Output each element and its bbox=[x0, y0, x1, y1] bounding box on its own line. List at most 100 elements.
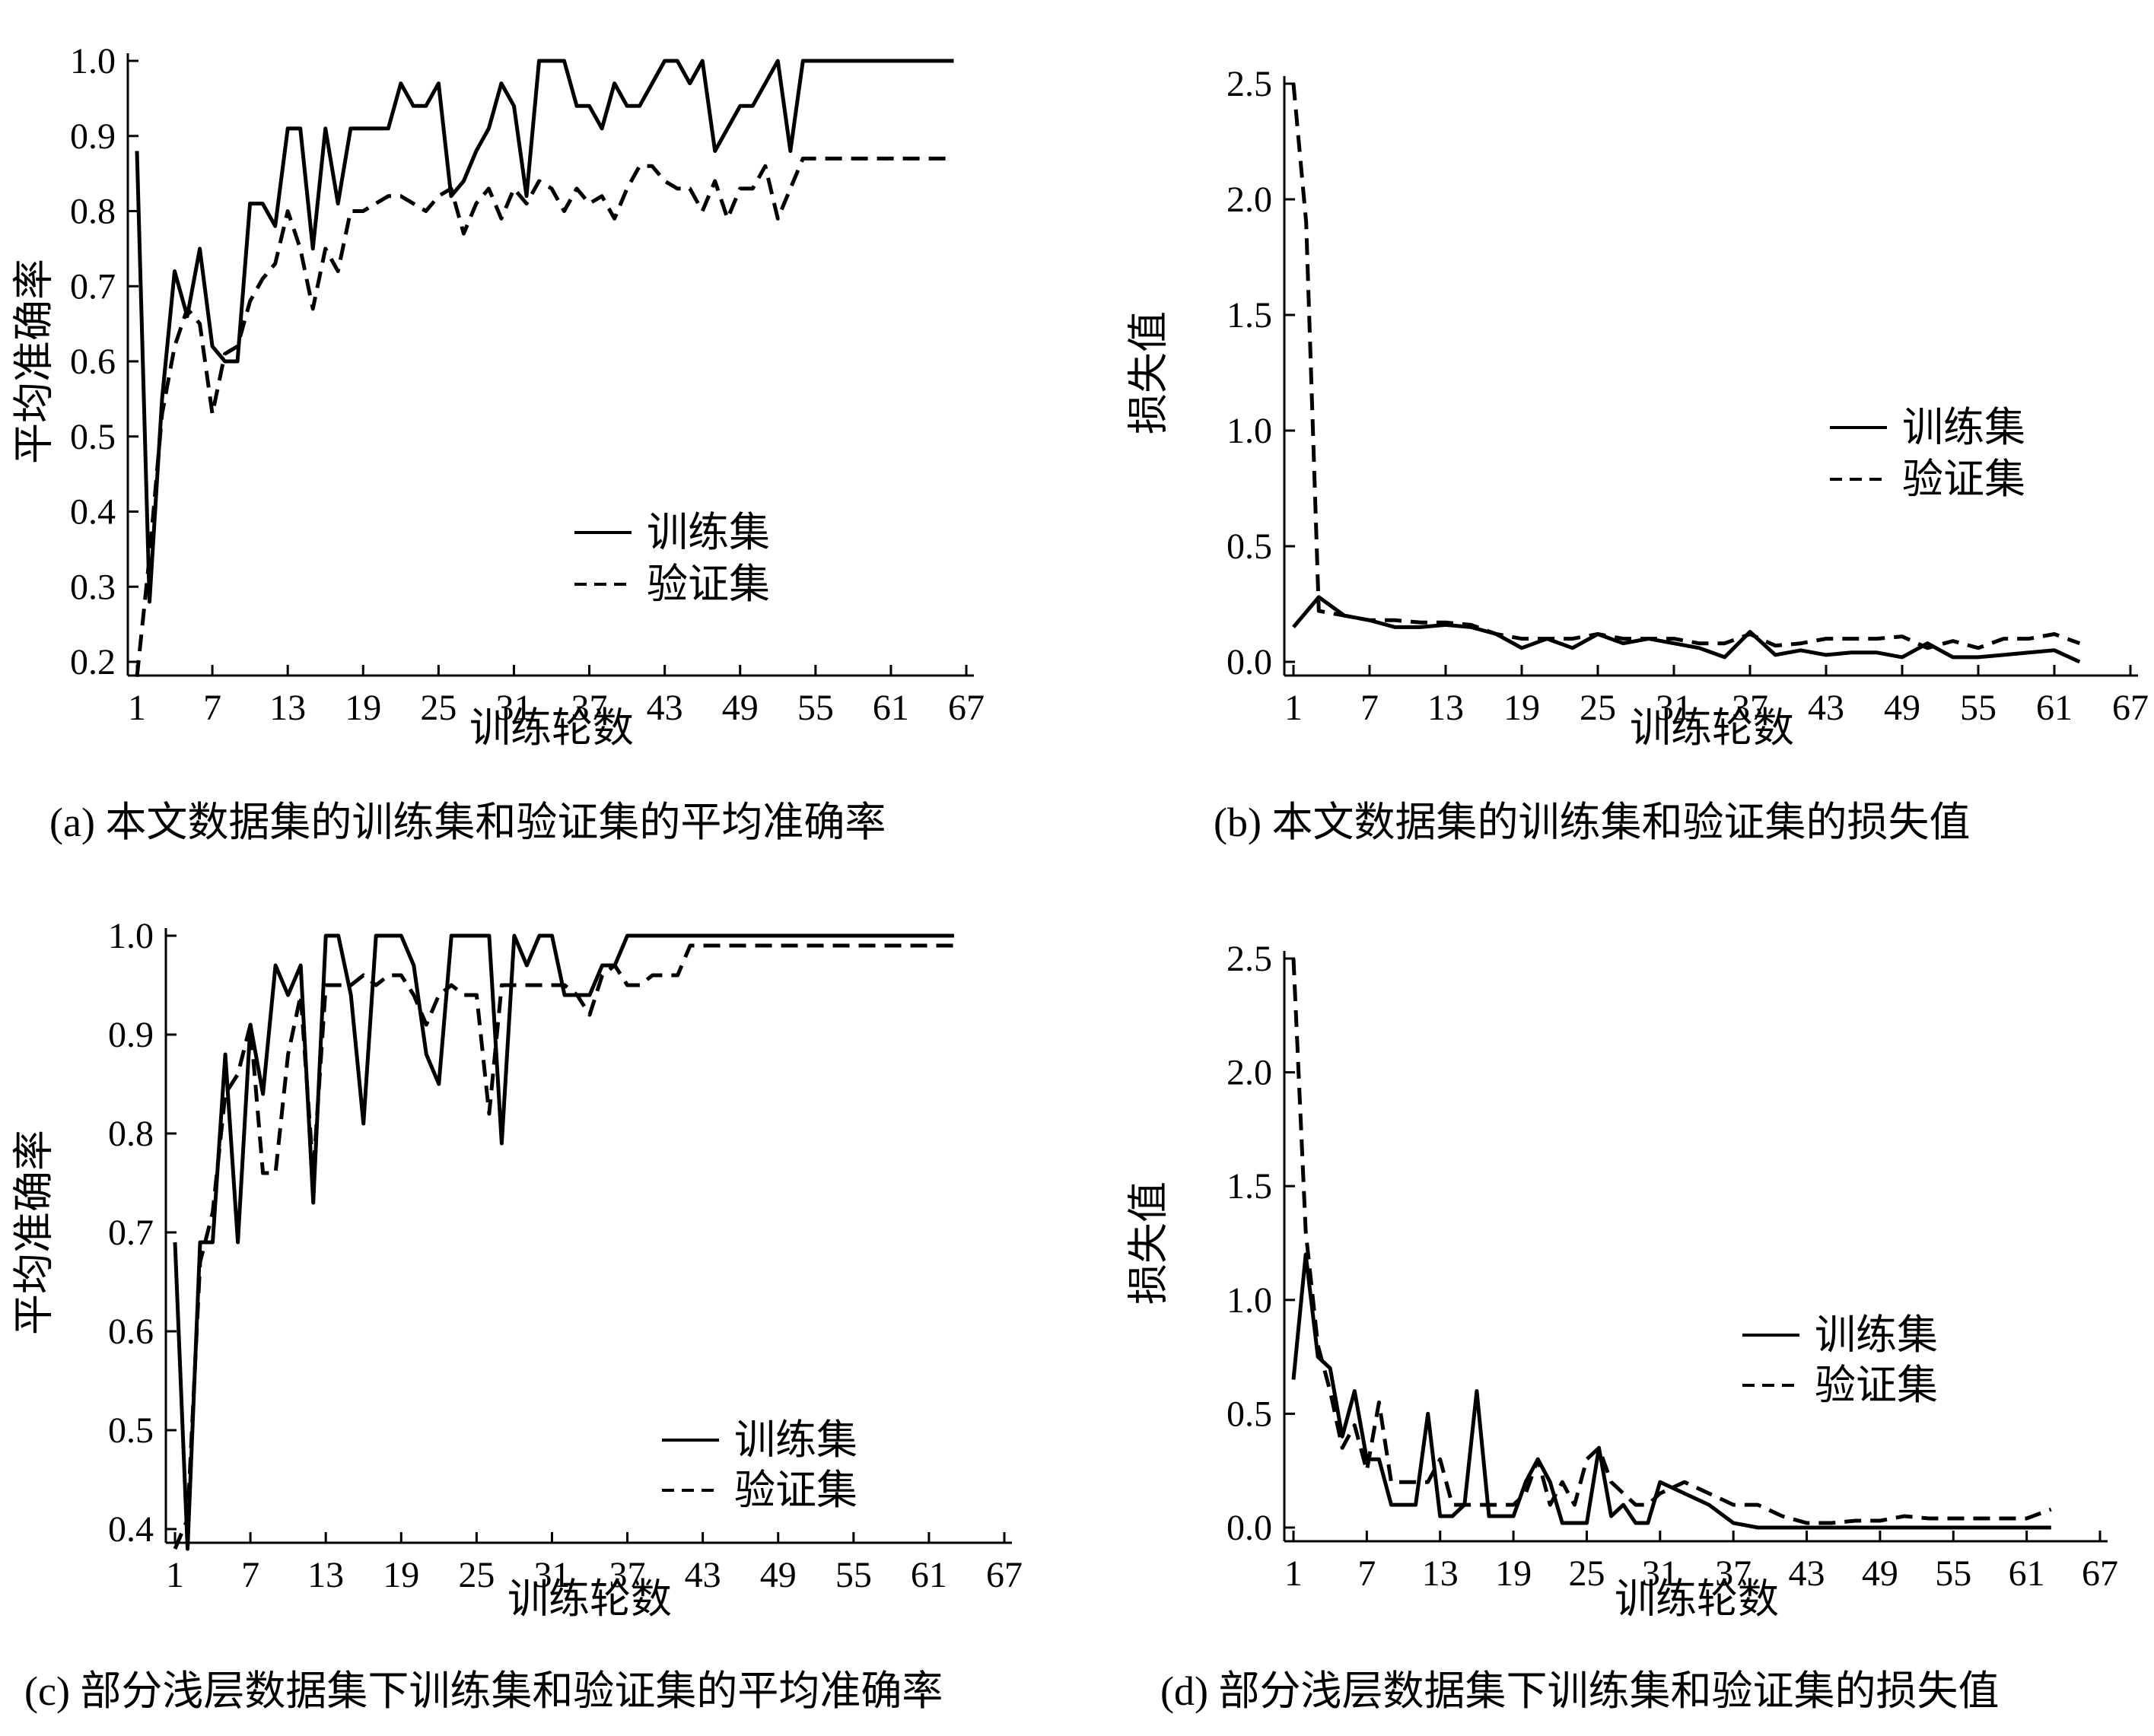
y-axis-label: 平均准确率 bbox=[11, 259, 56, 464]
series-line-val bbox=[1291, 83, 2081, 650]
series-line-train bbox=[173, 933, 954, 1551]
x-tick-label: 61 bbox=[873, 688, 909, 728]
x-tick-label: 25 bbox=[458, 1555, 495, 1595]
x-tick-label: 61 bbox=[2036, 688, 2073, 728]
series-line-train bbox=[1291, 1252, 2051, 1530]
x-tick-label: 43 bbox=[1789, 1553, 1825, 1594]
y-tick-label: 0.4 bbox=[108, 1509, 154, 1550]
x-tick-label: 7 bbox=[241, 1555, 259, 1595]
x-tick-label: 37 bbox=[571, 688, 608, 728]
x-tick-label: 31 bbox=[533, 1555, 570, 1595]
x-tick-label: 55 bbox=[1960, 688, 1997, 728]
y-tick-label: 2.0 bbox=[1227, 1053, 1272, 1093]
y-tick-label: 0.8 bbox=[70, 192, 116, 232]
x-tick-label: 61 bbox=[2009, 1553, 2045, 1594]
y-tick-label: 0.5 bbox=[1227, 1394, 1272, 1434]
x-tick-label: 19 bbox=[1503, 688, 1540, 728]
y-tick-label: 0.7 bbox=[108, 1213, 154, 1253]
y-tick-label: 0.8 bbox=[108, 1114, 154, 1154]
x-tick-label: 49 bbox=[722, 688, 759, 728]
caption-d: (d) 部分浅层数据集下训练集和验证集的损失值 bbox=[1160, 1668, 2000, 1714]
y-tick-label: 0.5 bbox=[108, 1410, 154, 1451]
x-tick-label: 25 bbox=[1580, 688, 1616, 728]
x-tick-label: 43 bbox=[1808, 688, 1844, 728]
x-tick-label: 31 bbox=[495, 688, 532, 728]
y-tick-label: 2.5 bbox=[1227, 64, 1272, 104]
legend-label: 验证集 bbox=[734, 1467, 857, 1513]
x-tick-label: 31 bbox=[1642, 1553, 1678, 1594]
y-tick-label: 1.5 bbox=[1227, 295, 1272, 335]
y-axis-label: 损失值 bbox=[1125, 311, 1171, 434]
caption-a: (a) 本文数据集的训练集和验证集的平均准确率 bbox=[49, 800, 886, 845]
x-tick-label: 7 bbox=[1357, 1553, 1376, 1594]
x-tick-label: 13 bbox=[269, 688, 306, 728]
x-tick-label: 19 bbox=[383, 1555, 419, 1595]
y-tick-label: 0.2 bbox=[70, 642, 116, 682]
x-tick-label: 67 bbox=[986, 1555, 1023, 1595]
y-tick-label: 1.0 bbox=[70, 41, 116, 81]
legend-label: 验证集 bbox=[647, 561, 770, 607]
series-line-val bbox=[173, 943, 954, 1550]
y-tick-label: 0.0 bbox=[1227, 1508, 1272, 1548]
x-tick-label: 67 bbox=[948, 688, 985, 728]
x-axis-label: 训练轮数 bbox=[1615, 1576, 1779, 1622]
x-tick-label: 19 bbox=[345, 688, 381, 728]
legend-label: 训练集 bbox=[647, 510, 770, 555]
y-tick-label: 0.4 bbox=[70, 492, 116, 533]
x-tick-label: 1 bbox=[1284, 1553, 1303, 1594]
caption-c: (c) 部分浅层数据集下训练集和验证集的平均准确率 bbox=[24, 1668, 943, 1714]
x-axis-label: 训练轮数 bbox=[507, 1576, 672, 1622]
y-tick-label: 0.5 bbox=[1227, 526, 1272, 567]
y-tick-label: 0.9 bbox=[70, 116, 116, 157]
y-axis-label: 损失值 bbox=[1125, 1181, 1171, 1305]
y-tick-label: 2.5 bbox=[1227, 939, 1272, 979]
x-tick-label: 49 bbox=[760, 1555, 797, 1595]
y-tick-label: 0.3 bbox=[70, 567, 116, 607]
x-tick-label: 67 bbox=[2112, 688, 2149, 728]
y-tick-label: 0.9 bbox=[108, 1015, 154, 1055]
y-tick-label: 1.5 bbox=[1227, 1166, 1272, 1207]
x-axis-label: 训练轮数 bbox=[469, 705, 634, 751]
x-tick-label: 7 bbox=[1360, 688, 1379, 728]
y-tick-label: 1.0 bbox=[1227, 1280, 1272, 1321]
legend-label: 训练集 bbox=[1902, 405, 2025, 450]
x-tick-label: 7 bbox=[203, 688, 221, 728]
x-tick-label: 19 bbox=[1495, 1553, 1532, 1594]
y-axis-label: 平均准确率 bbox=[11, 1130, 56, 1335]
x-tick-label: 49 bbox=[1862, 1553, 1898, 1594]
x-tick-label: 1 bbox=[166, 1555, 184, 1595]
x-tick-label: 43 bbox=[685, 1555, 721, 1595]
y-tick-label: 0.0 bbox=[1227, 642, 1272, 682]
x-tick-label: 37 bbox=[1732, 688, 1768, 728]
caption-b: (b) 本文数据集的训练集和验证集的损失值 bbox=[1214, 800, 1971, 845]
series-line-train bbox=[135, 59, 954, 604]
x-tick-label: 13 bbox=[307, 1555, 344, 1595]
x-tick-label: 67 bbox=[2082, 1553, 2118, 1594]
series-line-train bbox=[1292, 595, 2081, 664]
x-tick-label: 37 bbox=[609, 1555, 646, 1595]
x-tick-label: 55 bbox=[835, 1555, 872, 1595]
x-tick-label: 1 bbox=[1284, 688, 1303, 728]
x-tick-label: 49 bbox=[1884, 688, 1920, 728]
x-tick-label: 1 bbox=[128, 688, 146, 728]
x-tick-label: 43 bbox=[647, 688, 683, 728]
y-tick-label: 2.0 bbox=[1227, 180, 1272, 220]
x-tick-label: 13 bbox=[1422, 1553, 1459, 1594]
y-tick-label: 0.6 bbox=[70, 342, 116, 382]
legend-label: 验证集 bbox=[1902, 456, 2025, 502]
x-tick-label: 37 bbox=[1715, 1553, 1752, 1594]
x-tick-label: 55 bbox=[797, 688, 834, 728]
y-tick-label: 0.7 bbox=[70, 266, 116, 307]
series-line-val bbox=[135, 156, 954, 678]
legend-label: 训练集 bbox=[1815, 1312, 1938, 1358]
y-tick-label: 1.0 bbox=[108, 916, 154, 956]
x-tick-label: 25 bbox=[420, 688, 457, 728]
y-tick-label: 0.5 bbox=[70, 417, 116, 457]
x-tick-label: 31 bbox=[1656, 688, 1692, 728]
y-tick-label: 0.6 bbox=[108, 1312, 154, 1352]
y-tick-label: 1.0 bbox=[1227, 411, 1272, 451]
